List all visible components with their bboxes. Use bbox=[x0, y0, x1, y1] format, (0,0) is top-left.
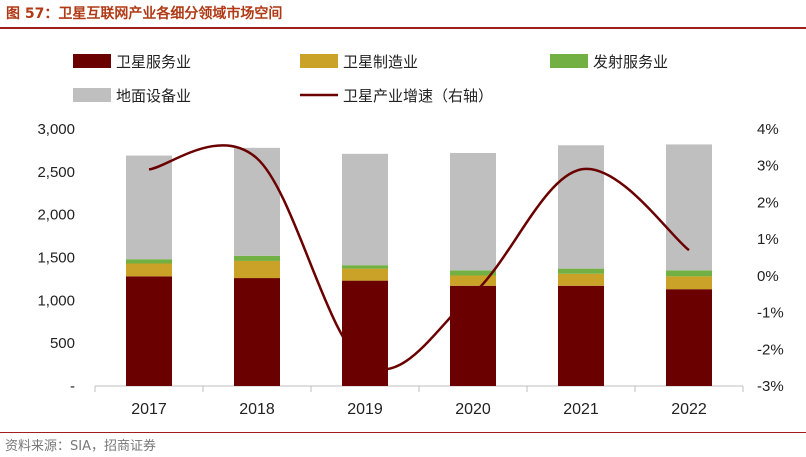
bar-segment bbox=[450, 152, 496, 271]
legend-swatch bbox=[73, 54, 111, 68]
y-left-tick-label: 3,000 bbox=[37, 121, 75, 138]
y-left-tick-label: - bbox=[70, 378, 75, 395]
legend-label: 卫星服务业 bbox=[116, 54, 191, 71]
legend-label: 地面设备业 bbox=[116, 88, 191, 105]
y-right-tick-label: -2% bbox=[757, 341, 784, 358]
growth-line-layer bbox=[148, 144, 690, 371]
legend-swatch bbox=[300, 54, 338, 68]
y-left-tick-label: 2,500 bbox=[37, 164, 75, 181]
y-right-tick-label: 1% bbox=[757, 231, 779, 248]
x-category-label: 2017 bbox=[131, 401, 167, 418]
bar-segment bbox=[450, 270, 496, 276]
bar-segment bbox=[342, 265, 388, 269]
bar-segment bbox=[558, 268, 604, 274]
legend-label: 发射服务业 bbox=[593, 54, 668, 71]
y-right-tick-label: -3% bbox=[757, 378, 784, 395]
bar-segment bbox=[234, 147, 280, 256]
bar-segment bbox=[342, 268, 388, 281]
source-note: 资料来源：SIA，招商证券 bbox=[5, 439, 156, 454]
bar-segment bbox=[450, 285, 496, 386]
title-divider bbox=[0, 27, 806, 29]
y-right-tick-label: 3% bbox=[757, 158, 779, 175]
bar-segment bbox=[234, 278, 280, 386]
y-left-tick-label: 2,000 bbox=[37, 207, 75, 224]
chart-title: 图 57：卫星互联网产业各细分领域市场空间 bbox=[6, 6, 283, 22]
bar-segment bbox=[126, 263, 172, 277]
bar-segment bbox=[558, 145, 604, 269]
y-right-tick-label: 2% bbox=[757, 194, 779, 211]
legend-swatch bbox=[73, 88, 111, 102]
bar-segment bbox=[234, 255, 280, 261]
bar-segment bbox=[126, 155, 172, 260]
bar-segment bbox=[342, 153, 388, 266]
y-left-tick-label: 1,500 bbox=[37, 250, 75, 267]
legend-swatch bbox=[550, 54, 588, 68]
y-left-tick-label: 500 bbox=[50, 335, 75, 352]
y-right-tick-label: 4% bbox=[757, 121, 779, 138]
bar-segment bbox=[666, 270, 712, 277]
bar-segment bbox=[126, 259, 172, 264]
bar-segment bbox=[666, 144, 712, 271]
y-right-tick-label: 0% bbox=[757, 268, 779, 285]
y-right-tick-label: -1% bbox=[757, 305, 784, 322]
footer-divider bbox=[0, 432, 806, 433]
y-left-tick-label: 1,000 bbox=[37, 292, 75, 309]
x-category-label: 2018 bbox=[239, 401, 275, 418]
legend-label: 卫星产业增速（右轴） bbox=[343, 88, 493, 105]
bar-segment bbox=[126, 276, 172, 386]
bar-segment bbox=[558, 273, 604, 286]
x-category-label: 2021 bbox=[563, 401, 599, 418]
growth-rate-line bbox=[148, 144, 690, 371]
bar-segment bbox=[450, 275, 496, 286]
bar-segment bbox=[666, 276, 712, 290]
bar-segment bbox=[666, 289, 712, 386]
x-category-label: 2019 bbox=[347, 401, 383, 418]
chart-axes: - 500 1,000 1,500 2,000 2,500 3,000 -3% -2% -1% 0%… bbox=[37, 121, 783, 418]
x-category-label: 2020 bbox=[455, 401, 491, 418]
x-category-label: 2022 bbox=[671, 401, 707, 418]
bar-segment bbox=[558, 285, 604, 386]
legend-label: 卫星制造业 bbox=[343, 54, 418, 71]
bar-segment bbox=[234, 260, 280, 279]
